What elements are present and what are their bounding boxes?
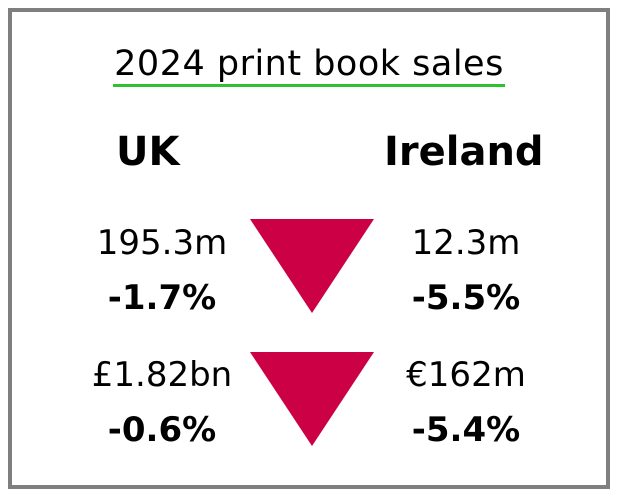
stats-card: 2024 print book sales UK Ireland 195.3m … xyxy=(8,8,610,489)
card-title: 2024 print book sales xyxy=(12,42,606,87)
uk-volume: 195.3m xyxy=(96,223,228,263)
uk-value-change: -0.6% xyxy=(107,410,217,450)
ireland-volume-change: -5.5% xyxy=(411,278,521,318)
uk-value: £1.82bn xyxy=(91,355,233,395)
down-triangle-icon xyxy=(250,352,374,446)
ireland-value: €162m xyxy=(406,355,526,395)
ireland-value-change: -5.4% xyxy=(411,410,521,450)
country-label-uk: UK xyxy=(116,129,180,175)
uk-volume-change: -1.7% xyxy=(107,278,217,318)
down-triangle-icon xyxy=(250,219,374,313)
card-title-text: 2024 print book sales xyxy=(113,44,505,87)
country-label-ireland: Ireland xyxy=(384,129,544,175)
ireland-volume: 12.3m xyxy=(411,223,521,263)
